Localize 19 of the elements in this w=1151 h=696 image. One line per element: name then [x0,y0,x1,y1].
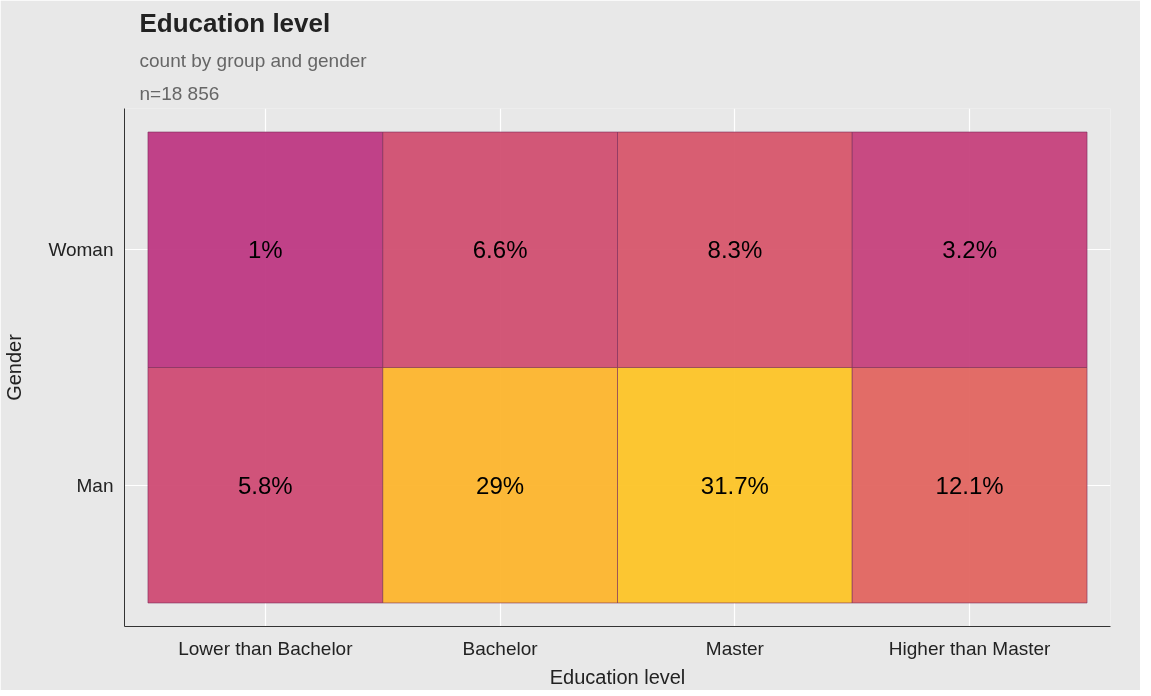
x-tick-label: Higher than Master [888,637,1052,659]
x-axis-title: Education level [549,665,686,688]
data-label: 6.6% [472,236,528,264]
text: n=18 856 [139,82,220,104]
data-label: 12.1% [935,471,1004,499]
x-tick-label: Bachelor [462,637,539,659]
chart-subtitle: count by group and gender [139,49,368,71]
y-axis-title: Gender [3,333,26,401]
data-label: 3.2% [942,236,997,264]
data-label: 1% [248,236,283,264]
data-label: 31.7% [700,471,769,499]
data-label: 29% [476,471,525,499]
chart-title: Education level [139,7,331,38]
x-tick-label: Master [705,637,765,659]
data-label: 5.8% [238,471,293,499]
y-tick-label: Woman [48,239,114,261]
x-tick-label: Lower than Bachelor [178,637,354,659]
data-label: 8.3% [707,236,763,264]
y-tick-label: Man [76,474,114,496]
